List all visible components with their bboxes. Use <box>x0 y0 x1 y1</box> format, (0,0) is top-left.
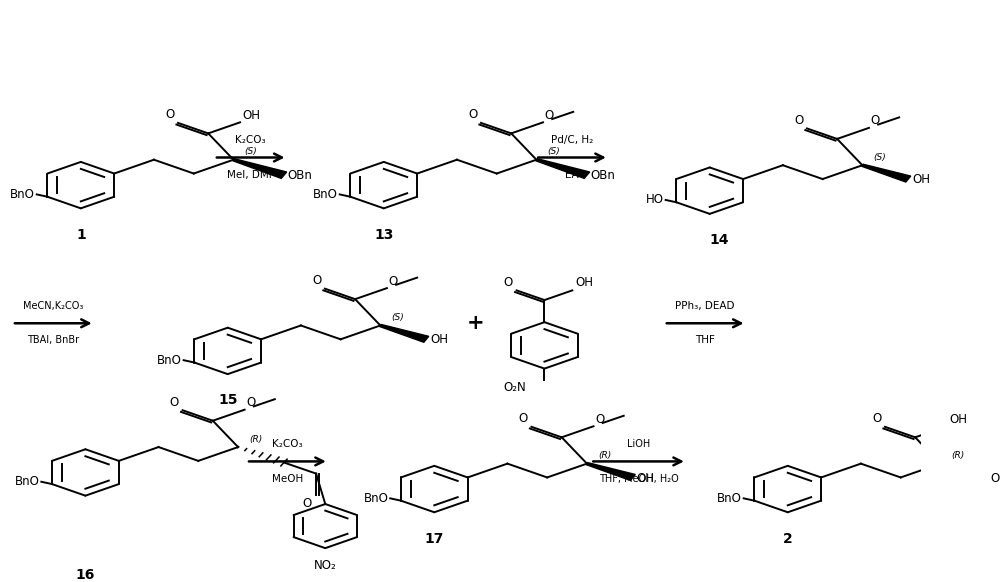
Text: OH: OH <box>990 471 1000 484</box>
Text: OH: OH <box>912 173 930 186</box>
Text: O: O <box>872 412 881 425</box>
Polygon shape <box>862 164 911 182</box>
Text: HO: HO <box>646 193 664 207</box>
Text: BnO: BnO <box>364 492 388 505</box>
Text: PPh₃, DEAD: PPh₃, DEAD <box>675 301 735 311</box>
Text: 2: 2 <box>783 531 793 545</box>
Text: 17: 17 <box>425 531 444 545</box>
Text: OH: OH <box>430 333 448 346</box>
Text: (R): (R) <box>598 451 611 460</box>
Text: (R): (R) <box>951 451 965 460</box>
Text: O: O <box>545 109 554 122</box>
Text: TBAI, BnBr: TBAI, BnBr <box>27 335 79 346</box>
Text: BnO: BnO <box>157 354 182 367</box>
Text: O: O <box>468 108 477 121</box>
Text: OH: OH <box>243 109 261 122</box>
Text: 15: 15 <box>218 393 237 407</box>
Text: 13: 13 <box>374 228 393 242</box>
Text: OH: OH <box>575 276 593 289</box>
Text: O: O <box>302 498 312 510</box>
Text: MeCN,K₂CO₃: MeCN,K₂CO₃ <box>23 301 83 311</box>
Text: THF, MeOH, H₂O: THF, MeOH, H₂O <box>599 474 678 484</box>
Text: EA: EA <box>565 170 579 180</box>
Text: LiOH: LiOH <box>627 439 650 449</box>
Text: (S): (S) <box>391 313 404 322</box>
Text: O: O <box>871 114 880 127</box>
Polygon shape <box>536 159 590 179</box>
Text: 1: 1 <box>76 228 86 242</box>
Text: O: O <box>271 449 280 462</box>
Text: OH: OH <box>637 471 655 484</box>
Text: O: O <box>246 396 256 409</box>
Text: 14: 14 <box>709 233 729 247</box>
Text: OH: OH <box>950 413 968 425</box>
Text: MeOH: MeOH <box>272 474 303 484</box>
Text: K₂CO₃: K₂CO₃ <box>235 136 266 146</box>
Text: (S): (S) <box>244 147 257 157</box>
Polygon shape <box>940 463 989 480</box>
Text: (R): (R) <box>249 435 262 443</box>
Text: (S): (S) <box>873 153 886 162</box>
Text: O: O <box>170 396 179 409</box>
Text: NO₂: NO₂ <box>314 559 337 572</box>
Text: O: O <box>595 413 605 425</box>
Text: BnO: BnO <box>10 188 35 201</box>
Text: K₂CO₃: K₂CO₃ <box>272 439 303 449</box>
Polygon shape <box>380 325 429 342</box>
Text: O: O <box>519 412 528 425</box>
Text: O: O <box>285 457 293 467</box>
Text: O: O <box>165 108 174 121</box>
Text: BnO: BnO <box>717 492 742 505</box>
Text: O: O <box>389 275 398 288</box>
Text: Pd/C, H₂: Pd/C, H₂ <box>551 136 593 146</box>
Text: (S): (S) <box>547 147 560 157</box>
Text: O: O <box>794 113 803 127</box>
Text: +: + <box>467 313 484 333</box>
Text: MeI, DMF: MeI, DMF <box>227 170 274 180</box>
Text: BnO: BnO <box>313 188 338 201</box>
Polygon shape <box>586 463 635 480</box>
Text: 16: 16 <box>76 567 95 581</box>
Text: BnO: BnO <box>15 475 40 488</box>
Text: O: O <box>504 276 513 289</box>
Polygon shape <box>233 159 287 179</box>
Text: THF: THF <box>695 335 715 346</box>
Text: O₂N: O₂N <box>503 381 526 394</box>
Text: OBn: OBn <box>288 169 313 182</box>
Text: O: O <box>312 274 321 287</box>
Text: OBn: OBn <box>591 169 615 182</box>
